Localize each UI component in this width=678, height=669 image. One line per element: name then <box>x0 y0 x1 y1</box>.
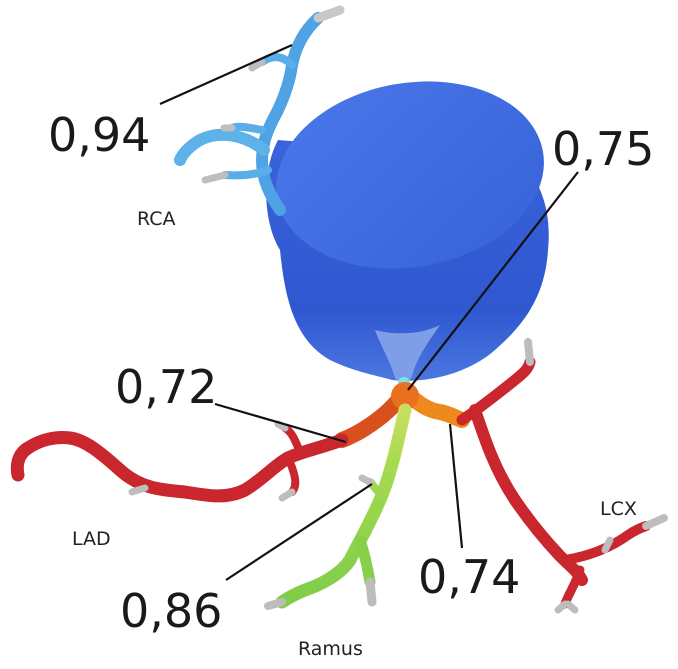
leader-line-rca <box>159 43 293 106</box>
rca-vessel <box>174 5 345 216</box>
label-lad: LAD <box>72 528 111 550</box>
value-ostium: 0,75 <box>552 122 655 176</box>
leader-line-lcx <box>448 423 464 549</box>
leader-line-ramus <box>225 483 373 581</box>
value-lad: 0,72 <box>115 360 218 414</box>
aorta-root <box>375 325 440 384</box>
lad-vessel <box>10 420 349 503</box>
label-ramus: Ramus <box>298 638 363 660</box>
leader-line-ostium <box>407 171 579 391</box>
left-main-vessel <box>334 382 470 448</box>
value-rca: 0,94 <box>48 108 151 162</box>
value-lcx: 0,74 <box>418 550 521 604</box>
leader-lines <box>159 43 579 581</box>
label-lcx: LCX <box>600 498 637 520</box>
lcx-vessel <box>456 338 668 614</box>
ramus-vessel <box>264 403 412 610</box>
value-ramus: 0,86 <box>120 584 223 638</box>
aorta-top-face <box>276 81 544 269</box>
leader-line-lad <box>214 402 347 444</box>
aorta <box>266 81 549 389</box>
label-rca: RCA <box>137 208 176 230</box>
